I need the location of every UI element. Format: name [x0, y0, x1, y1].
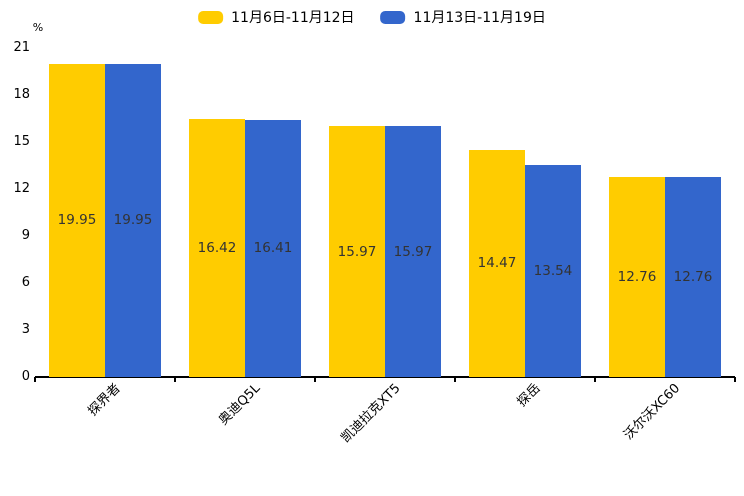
- bar-series1-沃尔沃XC60: [609, 176, 665, 377]
- bar-series1-凯迪拉克XT5: [329, 126, 385, 377]
- bar-series2-探界者: [105, 63, 161, 377]
- x-category-label-探岳: 探岳: [514, 381, 544, 411]
- y-tick-label-6: 6: [21, 274, 30, 290]
- x-tick-mark-0: [34, 377, 36, 382]
- y-tick-label-9: 9: [21, 227, 30, 243]
- x-category-label-奥迪Q5L: 奥迪Q5L: [216, 381, 264, 429]
- bar-series2-探岳: [525, 164, 581, 377]
- x-axis-line: [35, 376, 735, 378]
- legend-item-period2: 11月13日-11月19日: [380, 7, 546, 27]
- bar-value-label: 12.76: [617, 268, 657, 285]
- bar-value-label: 14.47: [477, 255, 517, 272]
- bar-value-label: 16.42: [197, 240, 237, 257]
- y-axis-unit-label: %: [32, 21, 44, 34]
- bar-value-label: 19.95: [113, 212, 153, 229]
- legend: 11月6日-11月12日 11月13日-11月19日: [198, 7, 546, 27]
- legend-label-period1: 11月6日-11月12日: [231, 10, 355, 26]
- x-tick-mark-2: [314, 377, 316, 382]
- x-tick-mark-3: [454, 377, 456, 382]
- x-tick-mark-4: [594, 377, 596, 382]
- x-category-label-凯迪拉克XT5: 凯迪拉克XT5: [338, 381, 404, 446]
- y-tick-label-18: 18: [13, 86, 30, 102]
- x-category-label-探界者: 探界者: [85, 381, 124, 420]
- y-tick-label-15: 15: [13, 133, 30, 149]
- bar-value-label: 12.76: [673, 268, 713, 285]
- bar-value-label: 16.41: [253, 240, 293, 257]
- bar-series1-探界者: [49, 63, 105, 377]
- y-tick-label-12: 12: [13, 180, 30, 196]
- x-category-label-沃尔沃XC60: 沃尔沃XC60: [621, 381, 684, 443]
- legend-swatch-period2: [380, 10, 406, 24]
- bar-value-label: 19.95: [57, 212, 97, 229]
- y-tick-label-3: 3: [21, 321, 30, 337]
- bar-series2-沃尔沃XC60: [665, 176, 721, 377]
- x-tick-mark-5: [734, 377, 736, 382]
- legend-label-period2: 11月13日-11月19日: [413, 10, 546, 26]
- y-tick-label-21: 21: [13, 39, 30, 55]
- legend-item-period1: 11月6日-11月12日: [198, 7, 355, 27]
- bar-series2-奥迪Q5L: [245, 119, 301, 377]
- bar-value-label: 13.54: [533, 262, 573, 279]
- bar-series2-凯迪拉克XT5: [385, 126, 441, 377]
- bar-series1-探岳: [469, 149, 525, 377]
- bar-series1-奥迪Q5L: [189, 119, 245, 377]
- legend-swatch-period1: [198, 10, 224, 24]
- bar-value-label: 15.97: [337, 243, 377, 260]
- x-tick-mark-1: [174, 377, 176, 382]
- bar-value-label: 15.97: [393, 243, 433, 260]
- y-tick-label-0: 0: [21, 369, 30, 384]
